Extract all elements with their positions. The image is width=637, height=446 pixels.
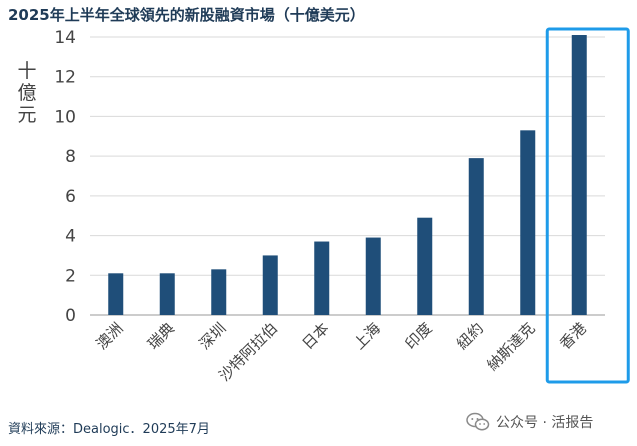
y-tick-label: 14 xyxy=(54,28,76,48)
bar xyxy=(262,255,278,315)
x-tick-label: 深圳 xyxy=(196,319,230,353)
x-tick-label: 上海 xyxy=(350,319,384,353)
y-tick-label: 6 xyxy=(65,187,76,207)
watermark: 公众号 · 活报告 xyxy=(466,412,593,432)
bar xyxy=(468,158,484,315)
bar xyxy=(159,273,175,315)
bar xyxy=(211,269,227,315)
x-tick-label: 日本 xyxy=(299,319,333,353)
x-tick-label: 印度 xyxy=(402,319,436,353)
bar xyxy=(365,237,381,315)
y-tick-label: 4 xyxy=(65,227,76,247)
x-tick-label: 澳洲 xyxy=(93,319,127,353)
x-tick-label: 納斯達克 xyxy=(483,319,538,374)
bar xyxy=(417,217,433,315)
wechat-icon xyxy=(466,412,490,431)
y-axis-label: 十億元 xyxy=(17,60,37,126)
y-tick-label: 10 xyxy=(54,107,76,127)
bar xyxy=(314,241,330,315)
bar xyxy=(571,35,587,316)
y-tick-label: 0 xyxy=(65,306,76,326)
bar xyxy=(520,130,536,315)
x-tick-label: 紐約 xyxy=(453,319,487,353)
y-tick-label: 2 xyxy=(65,266,76,286)
x-tick-label: 瑞典 xyxy=(144,319,178,353)
chart-title: 2025年上半年全球領先的新股融資市場（十億美元） xyxy=(8,6,365,24)
x-tick-label: 香港 xyxy=(556,319,590,353)
watermark-text: 公众号 · 活报告 xyxy=(496,415,594,431)
y-tick-label: 12 xyxy=(54,68,76,88)
highlight-box xyxy=(545,27,630,384)
source-note: 資料來源：Dealogic．2025年7月 xyxy=(8,422,210,437)
y-tick-label: 8 xyxy=(65,147,76,167)
bar xyxy=(108,273,124,315)
